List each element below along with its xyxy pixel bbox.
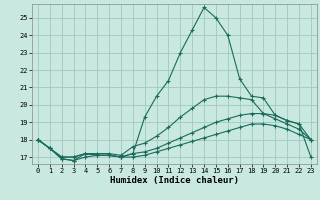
X-axis label: Humidex (Indice chaleur): Humidex (Indice chaleur): [110, 176, 239, 185]
